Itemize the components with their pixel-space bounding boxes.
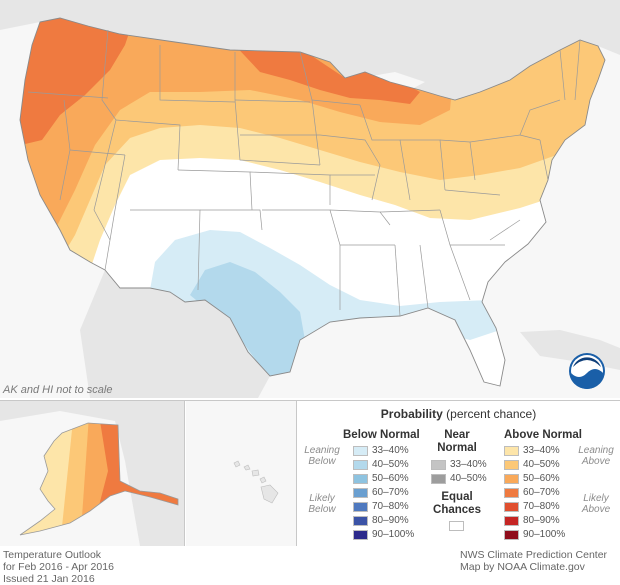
noaa-logo-text: NOAA (578, 363, 596, 369)
scale-note: AK and HI not to scale (3, 384, 113, 396)
below-normal-bin-label: 33–40% (372, 445, 409, 456)
above-60-70-northern-plains (230, 40, 420, 104)
above-normal-swatch (504, 530, 519, 540)
canada-landmass (0, 0, 620, 100)
state-borders (19, 17, 606, 387)
footer-credits: NWS Climate Prediction Center Map by NOA… (460, 549, 608, 573)
near-normal-heading: Near Normal (437, 429, 477, 454)
canada-landmass-inset (0, 401, 184, 546)
hawaii-inset (186, 401, 296, 546)
mexico-landmass (80, 270, 270, 398)
below-normal-bin-label: 80–90% (372, 515, 409, 526)
divider-ak-hi (184, 400, 185, 546)
alaska-inset (0, 401, 184, 546)
below-normal-swatch (353, 460, 368, 470)
below-normal-bin-label: 40–50% (372, 459, 409, 470)
below-normal-bin-label: 50–60% (372, 473, 409, 484)
below-normal-swatch (353, 446, 368, 456)
likely-above-label: Likely Above (581, 493, 611, 515)
above-normal-bin-label: 50–60% (523, 473, 560, 484)
below-normal-bin-label: 60–70% (372, 487, 409, 498)
footer-outlook-info: Temperature Outlook for Feb 2016 - Apr 2… (3, 549, 114, 585)
equal-chances-heading: Equal Chances (433, 491, 481, 516)
legend: Probability (percent chance) Below Norma… (297, 401, 620, 546)
near-normal-swatch (431, 460, 446, 470)
above-normal-swatch (504, 474, 519, 484)
likely-below-label: Likely Below (308, 493, 336, 515)
legend-title: Probability (percent chance) (380, 407, 537, 421)
equal-chances-swatch (449, 521, 464, 531)
conus-map: NOAA (0, 0, 620, 398)
above-normal-swatch (504, 488, 519, 498)
noaa-logo: NOAA (569, 353, 605, 389)
below-normal-swatch (353, 530, 368, 540)
near-normal-swatch (431, 474, 446, 484)
divider-horizontal (0, 400, 620, 401)
below-normal-swatch (353, 488, 368, 498)
leaning-above-label: Leaning Above (578, 445, 614, 467)
above-normal-bin-label: 40–50% (523, 459, 560, 470)
below-normal-heading: Below Normal (343, 429, 420, 441)
near-normal-bin-label: 33–40% (450, 459, 487, 470)
below-normal-bin-label: 70–80% (372, 501, 409, 512)
divider-hi-legend (296, 400, 297, 546)
above-normal-swatch (504, 446, 519, 456)
above-normal-bin-label: 60–70% (523, 487, 560, 498)
above-normal-swatch (504, 502, 519, 512)
below-normal-swatch (353, 516, 368, 526)
above-normal-bin-label: 33–40% (523, 445, 560, 456)
above-normal-heading: Above Normal (504, 429, 582, 441)
above-normal-swatch (504, 460, 519, 470)
above-normal-swatch (504, 516, 519, 526)
below-normal-swatch (353, 474, 368, 484)
above-normal-bin-label: 90–100% (523, 529, 566, 540)
below-40-50-region (190, 262, 305, 380)
below-normal-bin-label: 90–100% (372, 529, 415, 540)
leaning-below-label: Leaning Below (304, 445, 340, 467)
near-normal-bin-label: 40–50% (450, 473, 487, 484)
above-normal-bin-label: 70–80% (523, 501, 560, 512)
below-normal-swatch (353, 502, 368, 512)
above-normal-bin-label: 80–90% (523, 515, 560, 526)
